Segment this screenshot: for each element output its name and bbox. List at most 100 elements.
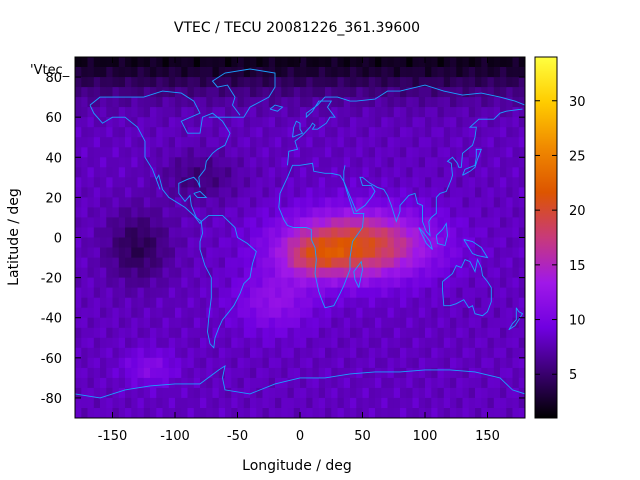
heatmap-cell (287, 357, 295, 369)
heatmap-cell (131, 117, 139, 128)
heatmap-cell (218, 347, 226, 359)
heatmap-cell (200, 287, 207, 299)
heatmap-cell (312, 227, 320, 239)
coastline (287, 84, 525, 166)
heatmap-cell (406, 377, 414, 389)
heatmap-cell (368, 157, 376, 168)
heatmap-cell (425, 217, 432, 228)
x-tick-label: 50 (354, 429, 371, 444)
heatmap-cell (437, 177, 445, 188)
heatmap-cell (181, 277, 189, 289)
heatmap-cell (175, 97, 182, 108)
heatmap-cell (306, 147, 314, 158)
heatmap-cell (237, 307, 245, 319)
heatmap-cell (193, 117, 201, 128)
heatmap-cell (506, 57, 514, 68)
heatmap-cell (512, 207, 520, 218)
heatmap-cell (162, 357, 170, 369)
heatmap-cell (287, 197, 295, 208)
heatmap-cell (456, 227, 464, 239)
heatmap-cell (312, 67, 320, 78)
colorbar-tick-label: 10 (569, 314, 586, 329)
heatmap-cell (100, 227, 107, 239)
heatmap-cell (450, 327, 457, 339)
heatmap-cell (137, 347, 145, 359)
heatmap-cell (231, 167, 239, 178)
heatmap-cell (443, 257, 451, 269)
heatmap-cell (143, 67, 151, 78)
heatmap-cell (456, 397, 464, 409)
heatmap-cell (231, 107, 239, 118)
heatmap-cell (262, 257, 270, 269)
heatmap-cell (437, 157, 445, 168)
heatmap-cell (287, 257, 295, 269)
heatmap-cell (343, 117, 351, 128)
heatmap-cell (381, 377, 389, 389)
heatmap-cell (137, 377, 145, 389)
heatmap-cell (156, 377, 164, 389)
heatmap-cell (200, 327, 207, 339)
heatmap-cell (131, 337, 139, 349)
heatmap-cell (118, 167, 126, 178)
heatmap-cell (281, 277, 289, 289)
heatmap-cell (100, 167, 107, 178)
heatmap-cell (131, 87, 139, 98)
heatmap-cell (518, 177, 525, 188)
heatmap-cell (75, 207, 82, 218)
heatmap-cell (518, 217, 525, 228)
heatmap-cell (493, 337, 501, 349)
heatmap-cell (425, 187, 432, 198)
heatmap-cell (137, 387, 145, 399)
heatmap-cell (125, 167, 132, 178)
heatmap-cell (300, 387, 307, 399)
heatmap-cell (331, 67, 339, 78)
coastline (193, 190, 208, 198)
heatmap-cell (193, 317, 201, 329)
heatmap-cell (162, 67, 170, 78)
heatmap-cell (187, 247, 195, 259)
heatmap-cell (437, 267, 445, 279)
heatmap-cell (406, 227, 414, 239)
heatmap-cell (406, 207, 414, 218)
heatmap-cell (181, 267, 189, 279)
heatmap-cell (437, 408, 445, 418)
heatmap-cell (118, 87, 126, 98)
heatmap-cell (475, 367, 482, 379)
heatmap-cell (231, 117, 239, 128)
heatmap-cell (231, 77, 239, 88)
heatmap-cell (75, 347, 82, 359)
heatmap-cell (168, 57, 176, 68)
heatmap-cell (281, 408, 289, 418)
heatmap-cell (268, 147, 276, 158)
heatmap-cell (325, 397, 332, 409)
heatmap-cell (506, 127, 514, 138)
heatmap-cell (325, 267, 332, 279)
heatmap-cell (256, 127, 264, 138)
heatmap-cell (368, 67, 376, 78)
heatmap-cell (506, 187, 514, 198)
heatmap-cell (168, 67, 176, 78)
heatmap-cell (362, 227, 370, 239)
heatmap-cell (250, 117, 257, 128)
heatmap-cell (93, 157, 101, 168)
heatmap-cell (256, 317, 264, 329)
heatmap-cell (212, 397, 220, 409)
heatmap-cell (331, 147, 339, 158)
heatmap-cell (468, 107, 476, 118)
heatmap-cell (337, 317, 345, 329)
heatmap-cell (243, 67, 251, 78)
heatmap-cell (118, 227, 126, 239)
heatmap-cell (318, 377, 326, 389)
heatmap-cell (468, 117, 476, 128)
heatmap-cell (256, 147, 264, 158)
heatmap-cell (287, 367, 295, 379)
heatmap-cell (431, 317, 439, 329)
heatmap-cell (325, 357, 332, 369)
heatmap-cell (206, 347, 214, 359)
heatmap-cell (75, 137, 82, 148)
heatmap-cell (193, 307, 201, 319)
heatmap-cell (387, 137, 395, 148)
heatmap-cell (212, 197, 220, 208)
heatmap-cell (450, 237, 457, 249)
heatmap-cell (393, 207, 401, 218)
